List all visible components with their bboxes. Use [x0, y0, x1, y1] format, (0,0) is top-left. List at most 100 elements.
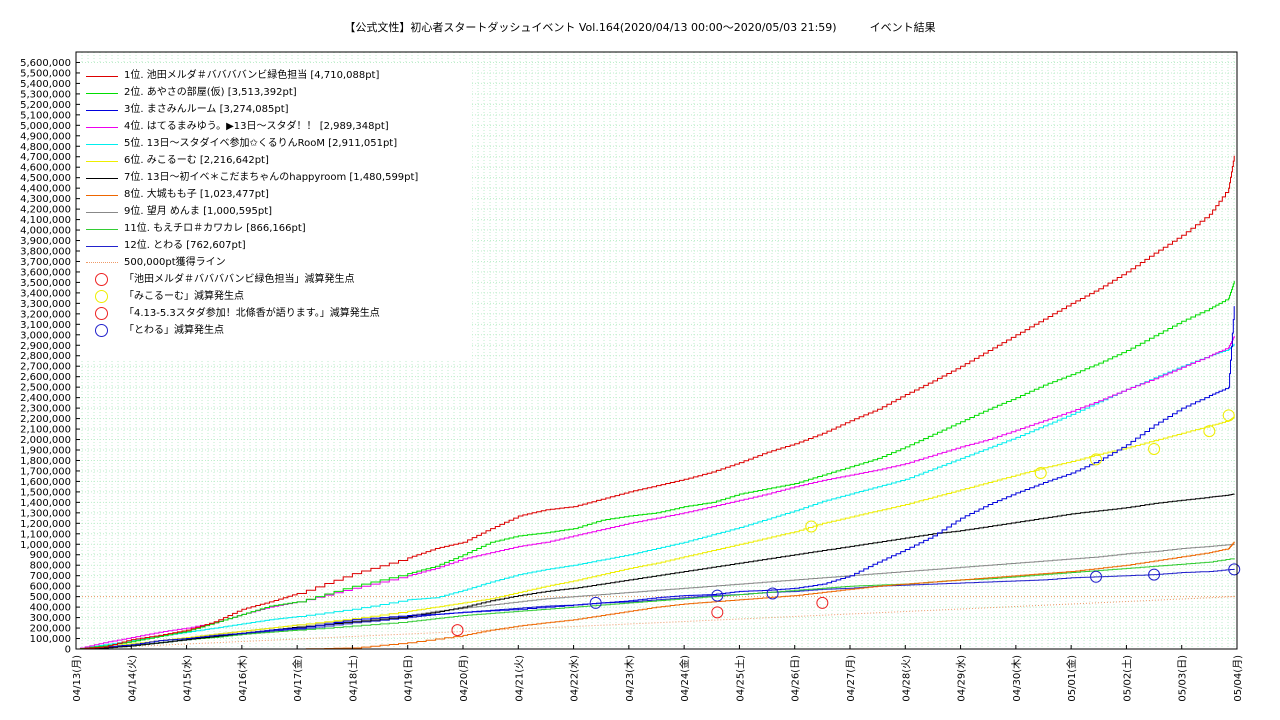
- legend-label: 「4.13-5.3スタダ参加！北條香が語ります。」減算発生点: [124, 308, 380, 319]
- x-tick-label: 04/19(日): [404, 655, 415, 702]
- y-tick-label: 5,200,000: [20, 100, 71, 111]
- marker-points: [451, 409, 1241, 637]
- y-tick-label: 3,300,000: [20, 299, 71, 310]
- y-tick-label: 2,000,000: [20, 435, 71, 446]
- y-tick-label: 1,500,000: [20, 487, 71, 498]
- y-tick-label: 2,800,000: [20, 351, 71, 362]
- y-tick-label: 2,500,000: [20, 383, 71, 394]
- series-line: [76, 416, 1235, 650]
- y-tick-label: 800,000: [30, 561, 71, 572]
- series-lines: [76, 155, 1235, 650]
- legend-swatch: [86, 76, 118, 77]
- x-tick-label: 04/17(金): [291, 655, 304, 702]
- x-tick-label: 04/24(金): [678, 655, 691, 702]
- x-tick-label: 05/04(月): [1232, 655, 1244, 702]
- y-tick-label: 2,900,000: [20, 341, 71, 352]
- legend-label: 「みこるーむ」減算発生点: [124, 291, 244, 302]
- x-tick-label: 05/02(土): [1120, 655, 1133, 702]
- y-tick-label: 400,000: [30, 603, 71, 614]
- x-tick-label: 04/14(火): [126, 655, 138, 702]
- x-axis-ticks: 04/13(月) 04/14(火) 04/15(水) 04/16(木) 04/17(金)…: [71, 645, 1244, 702]
- reference-line-slope: [75, 596, 1235, 650]
- legend-label: 11位. もえチロ＃カワカレ [866,166pt]: [124, 223, 306, 234]
- marker-point: [711, 606, 724, 619]
- x-tick-label: 05/01(金): [1065, 655, 1078, 702]
- y-tick-label: 4,900,000: [20, 131, 71, 142]
- x-tick-label: 04/15(水): [182, 655, 194, 702]
- y-tick-label: 3,700,000: [20, 257, 71, 268]
- y-tick-label: 3,100,000: [20, 320, 71, 331]
- legend-swatch: [86, 178, 118, 179]
- legend-label: 4位. はてるまみゆう。▶13日〜スタダ！！ [2,989,348pt]: [124, 121, 389, 132]
- y-tick-label: 3,800,000: [20, 247, 71, 258]
- y-tick-label: 500,000: [30, 592, 71, 603]
- legend-label: 「とわる」減算発生点: [124, 325, 224, 336]
- legend-swatch: [95, 324, 108, 337]
- y-tick-label: 4,600,000: [20, 163, 71, 174]
- legend-swatch: [86, 144, 118, 145]
- y-tick-label: 900,000: [30, 550, 71, 561]
- marker-point: [805, 520, 818, 533]
- y-tick-label: 5,000,000: [20, 121, 71, 132]
- x-tick-label: 04/30(木): [1011, 655, 1023, 702]
- series-line: [76, 281, 1235, 650]
- y-tick-label: 200,000: [30, 624, 71, 635]
- marker-point: [1203, 425, 1216, 438]
- legend-label: 8位. 大城もも子 [1,023,477pt]: [124, 189, 269, 200]
- series-line: [297, 541, 1235, 650]
- y-tick-label: 4,700,000: [20, 152, 71, 163]
- y-tick-label: 5,100,000: [20, 110, 71, 121]
- x-tick-label: 04/29(水): [956, 655, 968, 702]
- y-tick-label: 1,100,000: [20, 529, 71, 540]
- legend-label: 「池田メルダ＃ババババンビ緑色担当」減算発生点: [124, 274, 355, 285]
- y-axis-ticks: 0100,000200,000300,000400,000500,000600,…: [20, 58, 80, 656]
- marker-point: [711, 589, 724, 602]
- marker-point: [1228, 563, 1241, 576]
- y-tick-label: 2,200,000: [20, 414, 71, 425]
- x-tick-label: 04/25(土): [733, 655, 746, 702]
- y-tick-label: 1,000,000: [20, 540, 71, 551]
- legend-label: 5位. 13日〜スタダイベ参加✩くるりんRooM [2,911,051pt]: [124, 138, 398, 149]
- series-line: [76, 306, 1235, 650]
- y-tick-label: 1,800,000: [20, 456, 71, 467]
- x-tick-label: 05/03(日): [1178, 655, 1189, 702]
- marker-point: [1034, 467, 1047, 480]
- legend-swatch: [86, 195, 118, 196]
- axes: [75, 51, 1238, 650]
- x-tick-label: 04/16(木): [237, 655, 249, 702]
- y-tick-label: 3,600,000: [20, 267, 71, 278]
- y-tick-label: 300,000: [30, 613, 71, 624]
- y-tick-label: 3,200,000: [20, 309, 71, 320]
- legend-swatch: [86, 262, 118, 263]
- marker-point: [1090, 570, 1103, 583]
- legend-swatch: [86, 246, 118, 247]
- y-tick-label: 1,200,000: [20, 519, 71, 530]
- legend-label: 7位. 13日〜初イベ＊こだまちゃんのhappyroom [1,480,599p…: [124, 172, 419, 183]
- y-tick-label: 1,300,000: [20, 508, 71, 519]
- y-tick-label: 5,500,000: [20, 68, 71, 79]
- marker-point: [766, 587, 779, 600]
- marker-point: [816, 596, 829, 609]
- y-tick-label: 2,100,000: [20, 425, 71, 436]
- y-tick-label: 4,800,000: [20, 142, 71, 153]
- x-tick-label: 04/18(土): [346, 655, 359, 702]
- legend-label: 6位. みこるーむ [2,216,642pt]: [124, 155, 269, 166]
- legend-swatch: [95, 290, 108, 303]
- x-tick-label: 04/20(月): [458, 655, 470, 702]
- legend-swatch: [86, 161, 118, 162]
- y-tick-label: 3,900,000: [20, 236, 71, 247]
- y-tick-label: 4,400,000: [20, 184, 71, 195]
- x-tick-label: 04/21(火): [513, 655, 525, 702]
- legend-swatch: [86, 229, 118, 230]
- y-tick-label: 5,300,000: [20, 89, 71, 100]
- legend-label: 1位. 池田メルダ＃ババババンビ緑色担当 [4,710,088pt]: [124, 70, 380, 81]
- y-tick-label: 600,000: [30, 582, 71, 593]
- legend: 1位. 池田メルダ＃ババババンビ緑色担当 [4,710,088pt] 2位. あや…: [80, 64, 472, 360]
- y-tick-label: 4,300,000: [20, 194, 71, 205]
- y-tick-label: 5,600,000: [20, 58, 71, 69]
- x-tick-label: 04/27(月): [845, 655, 857, 702]
- series-line: [76, 155, 1235, 650]
- marker-point: [589, 596, 602, 609]
- legend-label: 12位. とわる [762,607pt]: [124, 240, 246, 251]
- y-tick-label: 4,100,000: [20, 215, 71, 226]
